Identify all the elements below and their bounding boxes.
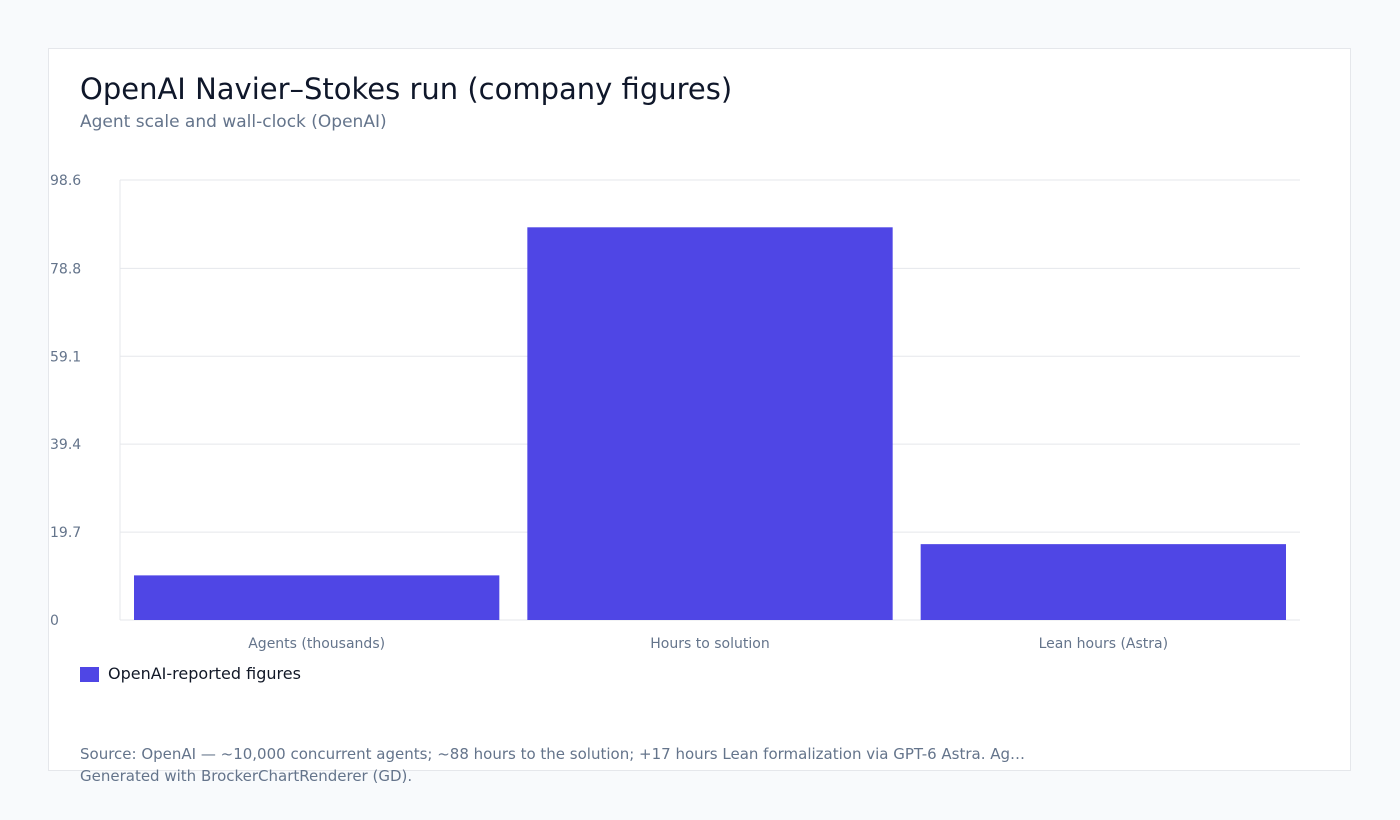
y-tick-label: 39.4 [50,437,81,453]
source-note: Source: OpenAI — ~10,000 concurrent agen… [80,745,1026,763]
bar [134,575,500,620]
y-tick-label: 0 [50,613,59,629]
legend: OpenAI-reported figures [80,664,301,683]
chart-title: OpenAI Navier–Stokes run (company figure… [80,72,733,106]
bar [920,544,1286,620]
bar [527,227,893,620]
x-tick-label: Lean hours (Astra) [1039,636,1169,652]
y-tick-label: 98.6 [50,173,81,189]
generated-note: Generated with BrockerChartRenderer (GD)… [80,767,413,785]
y-tick-label: 78.8 [50,261,81,277]
legend-swatch [80,667,99,682]
y-tick-label: 59.1 [50,349,81,365]
legend-label: OpenAI-reported figures [108,664,301,683]
y-tick-label: 19.7 [50,525,81,541]
chart-subtitle: Agent scale and wall-clock (OpenAI) [80,112,387,132]
x-tick-label: Hours to solution [650,636,769,652]
x-tick-label: Agents (thousands) [248,636,385,652]
